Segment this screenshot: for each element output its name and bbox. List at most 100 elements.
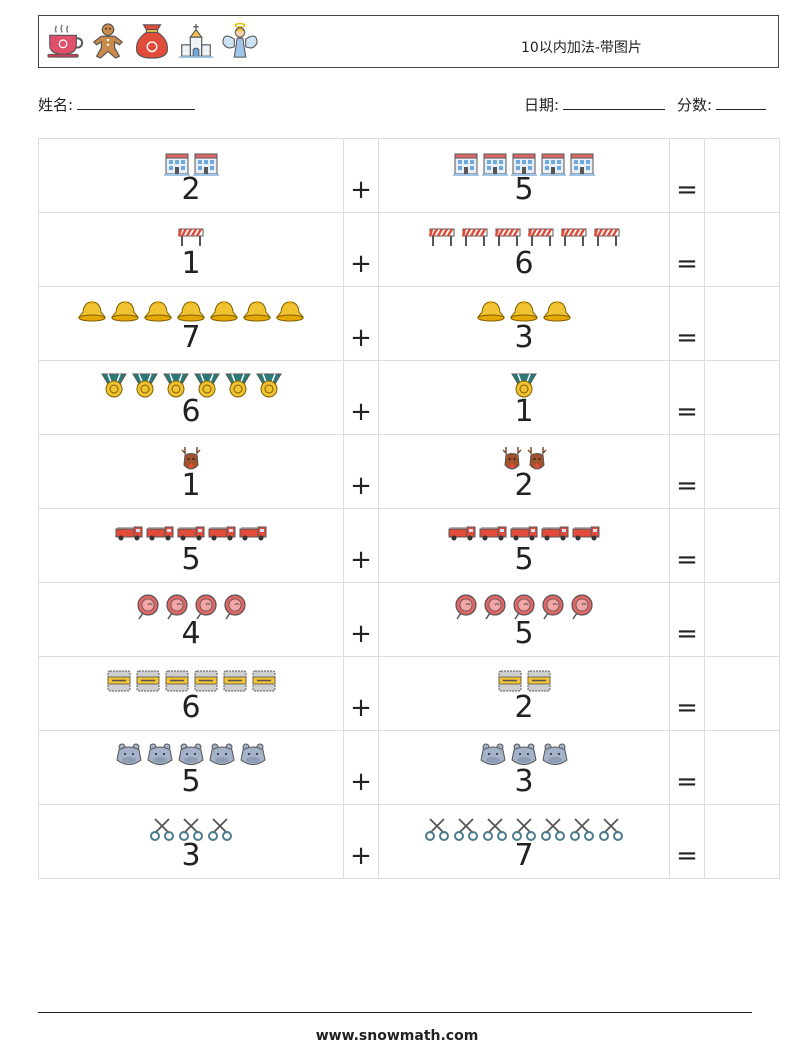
operand-left: 7 (38, 286, 344, 361)
score-field: 分数: (677, 94, 767, 115)
operand-left: 6 (38, 656, 344, 731)
answer-box[interactable] (704, 212, 780, 287)
problem-row: 4 +5 = (38, 582, 780, 657)
tea-cup-icon (47, 24, 83, 58)
building-icon (511, 153, 537, 176)
operand-right: 5 (378, 582, 670, 657)
lollipop-icon (484, 594, 506, 620)
plus-sign: + (343, 360, 379, 435)
operand-number: 1 (514, 394, 534, 429)
score-blank[interactable] (716, 98, 767, 110)
building-icon (163, 153, 190, 176)
picture-group (379, 520, 669, 546)
operand-number: 3 (514, 320, 534, 355)
answer-box[interactable] (704, 804, 780, 879)
plus-sign: + (343, 286, 379, 361)
answer-box[interactable] (704, 360, 780, 435)
fire-truck-icon (510, 526, 538, 541)
equals-sign: = (669, 286, 705, 361)
picture-group (379, 372, 669, 398)
building-icon (453, 153, 479, 176)
building-icon (482, 153, 508, 176)
medal-icon (224, 373, 251, 398)
lollipop-icon (165, 594, 188, 620)
operand-number: 2 (181, 172, 201, 207)
operand-number: 1 (181, 468, 201, 503)
plus-sign: + (343, 730, 379, 805)
operand-number: 7 (514, 838, 534, 873)
bell-icon (176, 301, 206, 322)
hippo-icon (542, 743, 568, 765)
plus-sign: + (343, 582, 379, 657)
plus-sign: + (343, 508, 379, 583)
answer-box[interactable] (704, 582, 780, 657)
name-blank[interactable] (77, 98, 196, 110)
lollipop-icon (455, 594, 477, 620)
operand-right: 6 (378, 212, 670, 287)
operand-right: 7 (378, 804, 670, 879)
medal-icon (131, 373, 158, 398)
problem-row: 1 +6 = (38, 212, 780, 287)
cement-bag-icon (252, 670, 275, 692)
equals-sign: = (669, 434, 705, 509)
plus-sign: + (343, 434, 379, 509)
answer-box[interactable] (704, 138, 780, 213)
operand-number: 4 (181, 616, 201, 651)
picture-group (379, 742, 669, 768)
hippo-icon (240, 743, 266, 765)
medal-icon (255, 373, 282, 398)
operand-left: 1 (38, 434, 344, 509)
cement-bag-icon (136, 670, 159, 692)
operand-right: 2 (378, 434, 670, 509)
scissors-icon (150, 818, 174, 841)
church-icon (178, 23, 214, 59)
date-blank[interactable] (563, 98, 666, 110)
angel-icon (222, 22, 258, 58)
operand-left: 2 (38, 138, 344, 213)
building-icon (540, 153, 566, 176)
fire-truck-icon (448, 526, 476, 541)
operand-left: 5 (38, 508, 344, 583)
fire-truck-icon (541, 526, 569, 541)
answer-box[interactable] (704, 508, 780, 583)
picture-group (39, 224, 343, 250)
operand-right: 5 (378, 138, 670, 213)
operand-right: 1 (378, 360, 670, 435)
cement-bag-icon (498, 670, 521, 692)
operand-left: 4 (38, 582, 344, 657)
picture-group (379, 298, 669, 324)
operand-left: 6 (38, 360, 344, 435)
operand-number: 5 (514, 616, 534, 651)
answer-box[interactable] (704, 434, 780, 509)
problem-row: 5 +3 = (38, 730, 780, 805)
answer-box[interactable] (704, 656, 780, 731)
problem-row: 6 +1 = (38, 360, 780, 435)
fire-truck-icon (239, 526, 267, 541)
picture-group (39, 298, 343, 324)
gingerbread-man-icon (92, 23, 124, 59)
picture-group (39, 446, 343, 472)
answer-box[interactable] (704, 730, 780, 805)
addition-problems-table: 2 +5 = 1 +6 = 7 +3 = 6 +1 = 1 +2 = 5 +5 = 4 +5 = 6 +2 = 5 +3 = 3 +7 = (38, 138, 780, 879)
road-barrier-icon (560, 228, 586, 246)
lollipop-icon (542, 594, 564, 620)
picture-group (379, 594, 669, 620)
equals-sign: = (669, 582, 705, 657)
cement-bag-icon (527, 670, 550, 692)
operand-left: 3 (38, 804, 344, 879)
picture-group (39, 372, 343, 398)
plus-sign: + (343, 804, 379, 879)
problem-row: 7 +3 = (38, 286, 780, 361)
lollipop-icon (571, 594, 593, 620)
reindeer-icon (501, 447, 522, 470)
picture-group (379, 446, 669, 472)
answer-box[interactable] (704, 286, 780, 361)
worksheet-header: 10以内加法-带图片 (38, 15, 779, 68)
operand-number: 5 (514, 172, 534, 207)
operand-number: 5 (514, 542, 534, 577)
hippo-icon (147, 743, 173, 765)
operand-left: 1 (38, 212, 344, 287)
name-field: 姓名: (38, 94, 196, 115)
problem-row: 2 +5 = (38, 138, 780, 213)
equals-sign: = (669, 730, 705, 805)
